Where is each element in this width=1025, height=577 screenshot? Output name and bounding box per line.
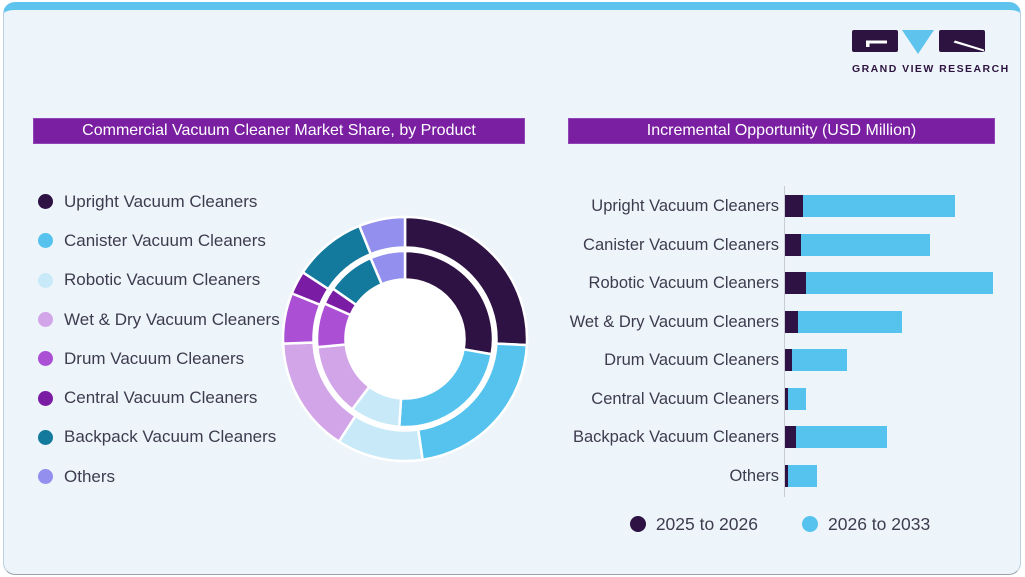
bar-category-label: Wet & Dry Vacuum Cleaners xyxy=(569,312,779,331)
bar-row: Backpack Vacuum Cleaners xyxy=(565,426,1015,448)
bar-row: Central Vacuum Cleaners xyxy=(565,387,1015,410)
logo-r-mark xyxy=(953,40,984,52)
bar-segment xyxy=(796,426,887,448)
bar-segment xyxy=(785,349,792,371)
bar-segment xyxy=(788,387,806,410)
donut-legend: Upright Vacuum Cleaners Canister Vacuum C… xyxy=(38,182,280,496)
legend-dot xyxy=(38,390,53,406)
legend-label: Backpack Vacuum Cleaners xyxy=(64,427,277,447)
bar-category-label: Upright Vacuum Cleaners xyxy=(591,197,779,215)
legend-item: Upright Vacuum Cleaners xyxy=(38,182,280,221)
bar-track xyxy=(785,426,887,448)
donut-chart-title: Commercial Vacuum Cleaner Market Share, … xyxy=(33,118,525,144)
legend-item: 2025 to 2026 xyxy=(629,513,758,535)
legend-item: Canister Vacuum Cleaners xyxy=(38,221,280,260)
bar-track xyxy=(785,464,817,487)
legend-item: 2026 to 2033 xyxy=(802,514,930,535)
donut-segment-inner xyxy=(369,249,407,286)
logo-v-mark xyxy=(902,30,934,54)
bar-category-label: Robotic Vacuum Cleaners xyxy=(588,274,779,292)
bar-segment xyxy=(785,195,803,217)
legend-label: Upright Vacuum Cleaners xyxy=(64,191,258,211)
legend-label: Drum Vacuum Cleaners xyxy=(64,348,245,368)
bar-segment xyxy=(792,349,847,371)
bar-segment xyxy=(785,272,806,294)
gvr-logo-text: GRAND VIEW RESEARCH xyxy=(852,63,1010,75)
bar-category-label: Backpack Vacuum Cleaners xyxy=(572,428,779,446)
donut-segment-outer xyxy=(358,215,407,256)
donut-chart xyxy=(281,215,529,463)
bar-track xyxy=(785,387,806,410)
bar-track xyxy=(785,349,847,371)
legend-dot xyxy=(38,233,53,249)
bar-category-label: Others xyxy=(729,466,779,485)
gvr-logo: GRAND VIEW RESEARCH xyxy=(852,30,1010,75)
legend-dot xyxy=(802,516,818,532)
legend-label: Wet & Dry Vacuum Cleaners xyxy=(64,309,280,329)
gvr-logo-mark xyxy=(852,30,985,54)
bar-category-label: Drum Vacuum Cleaners xyxy=(604,351,779,369)
bar-row: Drum Vacuum Cleaners xyxy=(565,349,1015,371)
bar-row: Canister Vacuum Cleaners xyxy=(565,233,1015,256)
bar-row: Upright Vacuum Cleaners xyxy=(565,195,1015,217)
bar-category-label: Canister Vacuum Cleaners xyxy=(583,235,779,254)
logo-g-mark xyxy=(866,40,887,47)
legend-label: Canister Vacuum Cleaners xyxy=(64,230,266,250)
legend-dot xyxy=(38,312,53,328)
bar-segment xyxy=(806,272,993,294)
legend-item: Others xyxy=(38,457,280,496)
legend-label: Robotic Vacuum Cleaners xyxy=(64,270,261,290)
bar-segment xyxy=(801,233,930,256)
bar-chart-legend: 2025 to 2026 2026 to 2033 xyxy=(565,509,995,539)
legend-label: Central Vacuum Cleaners xyxy=(64,388,258,408)
bar-track xyxy=(785,310,902,333)
bar-track xyxy=(785,195,955,217)
bar-segment xyxy=(798,310,902,333)
bar-row: Wet & Dry Vacuum Cleaners xyxy=(565,310,1015,333)
legend-dot xyxy=(38,351,53,367)
legend-item: Central Vacuum Cleaners xyxy=(38,378,280,417)
bar-segment xyxy=(785,233,801,256)
legend-dot xyxy=(629,516,646,532)
bar-segment xyxy=(785,464,788,487)
bar-chart: Upright Vacuum Cleaners Canister Vacuum C… xyxy=(565,195,1015,495)
legend-dot xyxy=(38,429,53,445)
bar-segment xyxy=(785,310,798,333)
bar-segment xyxy=(788,464,817,487)
bar-track xyxy=(785,272,993,294)
legend-dot xyxy=(38,272,53,288)
bar-segment xyxy=(785,387,788,410)
bar-segment xyxy=(803,195,955,217)
legend-dot xyxy=(38,194,53,210)
legend-label: 2025 to 2026 xyxy=(655,513,758,534)
bar-row: Robotic Vacuum Cleaners xyxy=(565,272,1015,294)
bar-chart-axis-line xyxy=(783,186,785,497)
bar-segment xyxy=(785,426,796,448)
legend-item: Drum Vacuum Cleaners xyxy=(38,339,280,378)
bar-chart-title: Incremental Opportunity (USD Million) xyxy=(568,118,995,144)
bar-row: Others xyxy=(565,464,1015,487)
legend-label: Others xyxy=(64,466,116,486)
bar-track xyxy=(785,233,930,256)
legend-item: Backpack Vacuum Cleaners xyxy=(38,418,280,457)
legend-label: 2026 to 2033 xyxy=(828,513,931,534)
legend-item: Robotic Vacuum Cleaners xyxy=(38,261,280,300)
legend-item: Wet & Dry Vacuum Cleaners xyxy=(38,300,280,339)
legend-dot xyxy=(38,469,53,485)
bar-category-label: Central Vacuum Cleaners xyxy=(591,389,779,408)
